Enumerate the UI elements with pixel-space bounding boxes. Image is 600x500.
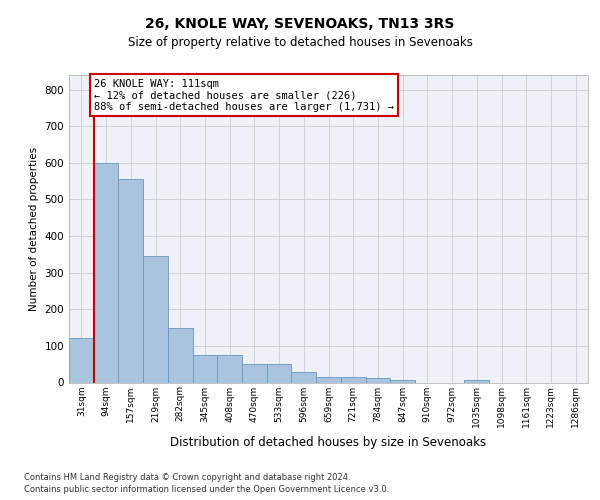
Bar	[242, 364, 267, 382]
Text: 26 KNOLE WAY: 111sqm
← 12% of detached houses are smaller (226)
88% of semi-deta: 26 KNOLE WAY: 111sqm ← 12% of detached h…	[94, 78, 394, 112]
Bar	[193, 354, 217, 382]
Bar	[267, 364, 292, 382]
Y-axis label: Number of detached properties: Number of detached properties	[29, 146, 39, 311]
Bar	[316, 377, 341, 382]
Bar	[390, 380, 415, 382]
Bar	[292, 372, 316, 382]
Bar	[118, 180, 143, 382]
X-axis label: Distribution of detached houses by size in Sevenoaks: Distribution of detached houses by size …	[170, 436, 487, 448]
Bar	[143, 256, 168, 382]
Bar	[365, 378, 390, 382]
Text: Contains HM Land Registry data © Crown copyright and database right 2024.: Contains HM Land Registry data © Crown c…	[24, 472, 350, 482]
Bar	[341, 377, 365, 382]
Text: Contains public sector information licensed under the Open Government Licence v3: Contains public sector information licen…	[24, 485, 389, 494]
Text: Size of property relative to detached houses in Sevenoaks: Size of property relative to detached ho…	[128, 36, 472, 49]
Bar	[168, 328, 193, 382]
Bar	[217, 354, 242, 382]
Text: 26, KNOLE WAY, SEVENOAKS, TN13 3RS: 26, KNOLE WAY, SEVENOAKS, TN13 3RS	[145, 18, 455, 32]
Bar	[94, 163, 118, 382]
Bar	[464, 380, 489, 382]
Bar	[69, 338, 94, 382]
